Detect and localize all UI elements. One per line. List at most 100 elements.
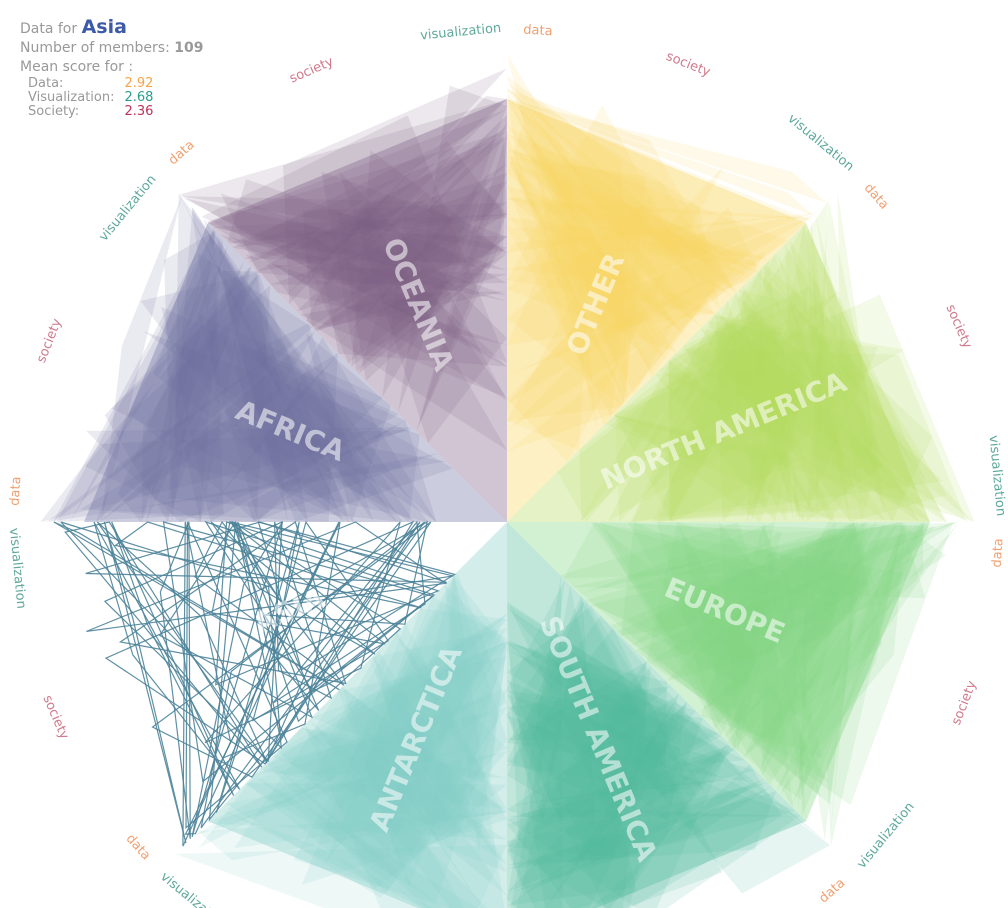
link-lines [53,521,340,691]
link-fan [228,136,507,244]
mean-label: Mean score for : [20,59,134,75]
link-fan [673,324,947,522]
sector-core [507,222,930,522]
link-fan [620,522,834,636]
link-lines [211,520,386,645]
link-fan [630,301,802,522]
score-value: 2.68 [124,90,154,105]
link-fan [507,251,766,377]
link-fan [507,82,720,310]
link-fan [232,229,507,302]
link-fan [798,522,926,817]
link-fan [294,230,507,364]
axis-label: visualization [986,435,1008,517]
link-fan [272,640,507,836]
axis-label: data [166,138,198,169]
link-fan [507,87,724,378]
link-fan [615,291,840,522]
link-fan [507,160,676,395]
link-fan [507,226,633,418]
link-lines [60,521,282,750]
link-fan [507,186,748,426]
link-fan [53,252,313,522]
link-fan [507,701,687,893]
link-fan [311,641,507,786]
link-fan [304,724,488,908]
link-fan [589,522,956,669]
axis-label: visualization [420,21,502,44]
link-fan [507,597,596,830]
link-fan [507,776,762,807]
link-fan [507,603,722,841]
link-fan [507,217,668,362]
link-fan [283,68,507,305]
axis-label: data [523,23,553,40]
link-fan [507,99,672,358]
sector-core [507,99,807,522]
link-fan [277,613,507,853]
link-lines [185,521,288,830]
link-fan [146,273,259,522]
link-fan [334,163,507,350]
link-fan [183,703,507,846]
axis-label: society [287,54,336,86]
link-fan [507,214,815,405]
link-fan [507,745,731,908]
link-fan [198,811,507,861]
link-fan [84,266,252,522]
link-fan [283,95,507,299]
link-fan [735,285,887,522]
link-fan [507,702,688,908]
link-fan [507,748,734,908]
link-fan [111,273,350,522]
link-fan [680,348,968,522]
link-fan [635,522,954,806]
link-fan [507,807,802,818]
link-fan [444,584,507,855]
score-label: Society: [28,104,80,119]
link-fan [164,230,216,522]
link-fan [85,427,413,522]
link-fan [585,522,859,722]
link-fan [756,272,933,522]
link-lines [111,521,235,796]
link-fan [315,237,507,367]
sector-core [84,222,507,522]
link-fan [507,782,768,895]
link-lines [103,521,187,844]
link-fan [507,607,827,842]
link-lines [118,521,347,685]
link-fan [815,213,877,522]
link-fan [560,522,821,797]
link-fan [727,522,886,801]
link-fan [95,327,313,522]
link-fan [507,155,647,405]
region: Asia [81,16,127,38]
link-fan [507,265,591,451]
sector [40,193,507,523]
link-fan [627,522,793,808]
link-fan [382,181,507,398]
link-fan [208,108,507,251]
link-fan [510,585,637,908]
link-fan [657,293,943,522]
link-fan [779,522,866,840]
link-fan [243,172,507,264]
link-lines [208,521,280,822]
link-fan [104,265,251,522]
link-fan [790,522,904,806]
link-fan [431,575,507,832]
axis-label: society [664,49,713,80]
link-fan [557,311,763,522]
link-fan [507,288,716,452]
link-fan [304,631,507,809]
link-fan [152,228,344,522]
link-fan [314,291,507,330]
link-fan [630,522,959,646]
link-fan [507,615,748,782]
link-fan [507,648,746,767]
axis-label: visualization [6,527,29,609]
link-fan [507,606,705,792]
link-lines [263,520,429,625]
link-fan [677,522,872,750]
